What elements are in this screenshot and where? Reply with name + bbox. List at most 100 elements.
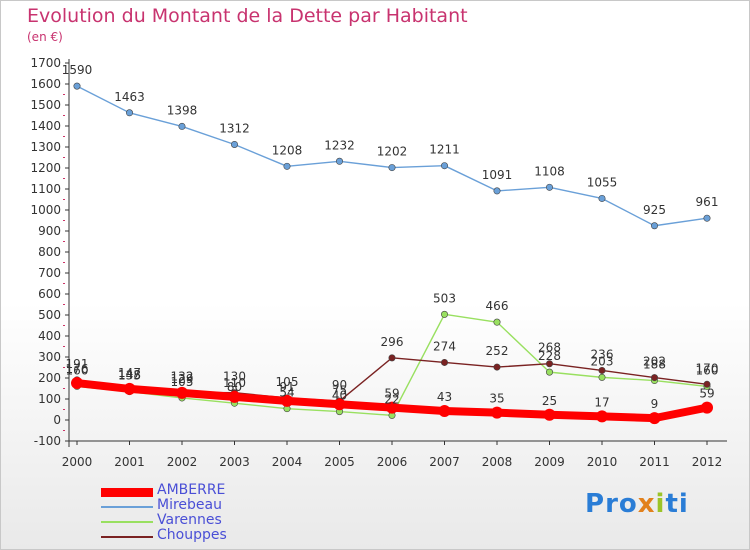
data-label-amberre: 176: [66, 362, 89, 376]
data-label-mirebeau: 1091: [482, 168, 513, 182]
data-label-mirebeau: 1232: [324, 138, 355, 152]
x-tick-label: 2010: [587, 455, 618, 469]
data-point-amberre: [491, 406, 503, 419]
y-tick-label: 600: [38, 287, 61, 301]
data-label-varennes: 22: [384, 392, 399, 406]
data-point-mirebeau: [126, 109, 134, 117]
x-tick-label: 2008: [482, 455, 513, 469]
data-label-chouppes: 90: [332, 378, 347, 392]
legend-swatch: [101, 488, 153, 497]
data-label-chouppes: 170: [696, 361, 719, 375]
data-point-mirebeau: [335, 157, 343, 165]
y-tick-label: 0: [53, 413, 61, 427]
data-label-chouppes: 252: [486, 344, 509, 358]
data-point-amberre: [701, 401, 713, 414]
y-tick-label: -100: [34, 434, 61, 448]
y-tick-label: 1100: [30, 182, 61, 196]
y-tick-label: 800: [38, 245, 61, 259]
data-point-amberre: [543, 408, 556, 421]
data-point-varennes: [598, 373, 606, 381]
y-tick-label: 1300: [30, 140, 61, 154]
data-label-amberre: 129: [171, 372, 194, 386]
data-point-mirebeau: [598, 194, 606, 202]
x-tick-label: 2003: [219, 455, 250, 469]
data-point-mirebeau: [440, 162, 448, 170]
y-tick-label: 1600: [30, 77, 61, 91]
data-point-chouppes: [545, 360, 553, 368]
data-label-chouppes: 191: [66, 357, 89, 371]
data-label-chouppes: 274: [433, 339, 456, 353]
data-label-amberre: 59: [384, 387, 399, 401]
data-point-amberre: [228, 390, 241, 403]
legend-swatch: [101, 521, 153, 523]
data-label-amberre: 25: [542, 394, 557, 408]
data-label-varennes: 105: [171, 375, 194, 389]
data-label-amberre: 35: [489, 392, 504, 406]
data-point-chouppes: [388, 354, 396, 362]
y-tick-label: 1500: [30, 98, 61, 112]
data-point-varennes: [440, 310, 448, 318]
data-label-mirebeau: 1211: [429, 143, 460, 157]
data-label-mirebeau: 1590: [62, 63, 93, 77]
data-label-varennes: 54: [279, 386, 294, 400]
brand-letter: P: [585, 489, 606, 519]
data-label-mirebeau: 1108: [534, 164, 565, 178]
y-tick-label: 400: [38, 329, 61, 343]
data-label-varennes: 80: [227, 380, 242, 394]
data-point-chouppes: [703, 380, 711, 388]
x-tick-label: 2007: [429, 455, 460, 469]
data-label-amberre: 110: [223, 376, 246, 390]
brand-logo: Proxiti: [585, 489, 689, 519]
data-label-mirebeau: 1398: [167, 103, 198, 117]
y-tick-label: 200: [38, 371, 61, 385]
legend-label: Mirebeau: [157, 497, 222, 513]
data-label-varennes: 160: [696, 363, 719, 377]
data-label-varennes: 135: [118, 369, 141, 383]
data-point-chouppes: [598, 366, 606, 374]
data-label-varennes: 188: [643, 358, 666, 372]
x-tick-label: 2001: [114, 455, 145, 469]
data-label-amberre: 43: [437, 390, 452, 404]
data-point-mirebeau: [545, 183, 553, 191]
data-label-chouppes: 130: [223, 370, 246, 384]
data-point-amberre: [123, 382, 136, 395]
legend-label: Varennes: [157, 512, 222, 528]
legend-swatch: [101, 536, 153, 538]
brand-letter: x: [637, 489, 656, 519]
data-point-amberre: [281, 394, 293, 407]
data-label-varennes: 228: [538, 349, 561, 363]
x-tick-label: 2012: [692, 455, 723, 469]
y-tick-label: 1000: [30, 203, 61, 217]
data-label-amberre: 75: [332, 383, 347, 397]
data-point-amberre: [71, 377, 83, 390]
data-label-chouppes: 236: [591, 347, 614, 361]
data-label-mirebeau: 1208: [272, 143, 303, 157]
data-point-chouppes: [650, 374, 658, 382]
brand-letter: o: [618, 489, 638, 519]
data-label-amberre: 91: [279, 380, 294, 394]
data-label-mirebeau: 1463: [114, 90, 145, 104]
data-point-amberre: [438, 404, 451, 417]
x-tick-label: 2000: [62, 455, 93, 469]
data-label-mirebeau: 925: [643, 203, 666, 217]
data-point-mirebeau: [388, 164, 396, 172]
data-label-amberre: 17: [594, 395, 609, 409]
data-label-chouppes: 296: [381, 335, 404, 349]
legend-label: AMBERRE: [157, 482, 226, 498]
y-tick-label: 500: [38, 308, 61, 322]
data-point-amberre: [648, 412, 661, 425]
x-tick-label: 2009: [534, 455, 565, 469]
data-point-varennes: [545, 368, 553, 376]
chart-unit: (en €): [27, 30, 63, 44]
data-point-mirebeau: [283, 162, 291, 170]
data-point-amberre: [596, 410, 608, 423]
brand-letter: t: [665, 489, 679, 519]
y-tick-label: 100: [38, 392, 61, 406]
y-tick-label: 900: [38, 224, 61, 238]
data-point-amberre: [176, 386, 188, 399]
data-label-amberre: 59: [699, 387, 714, 401]
y-tick-label: 1700: [30, 56, 61, 70]
x-tick-label: 2006: [377, 455, 408, 469]
data-label-chouppes: 147: [118, 366, 141, 380]
